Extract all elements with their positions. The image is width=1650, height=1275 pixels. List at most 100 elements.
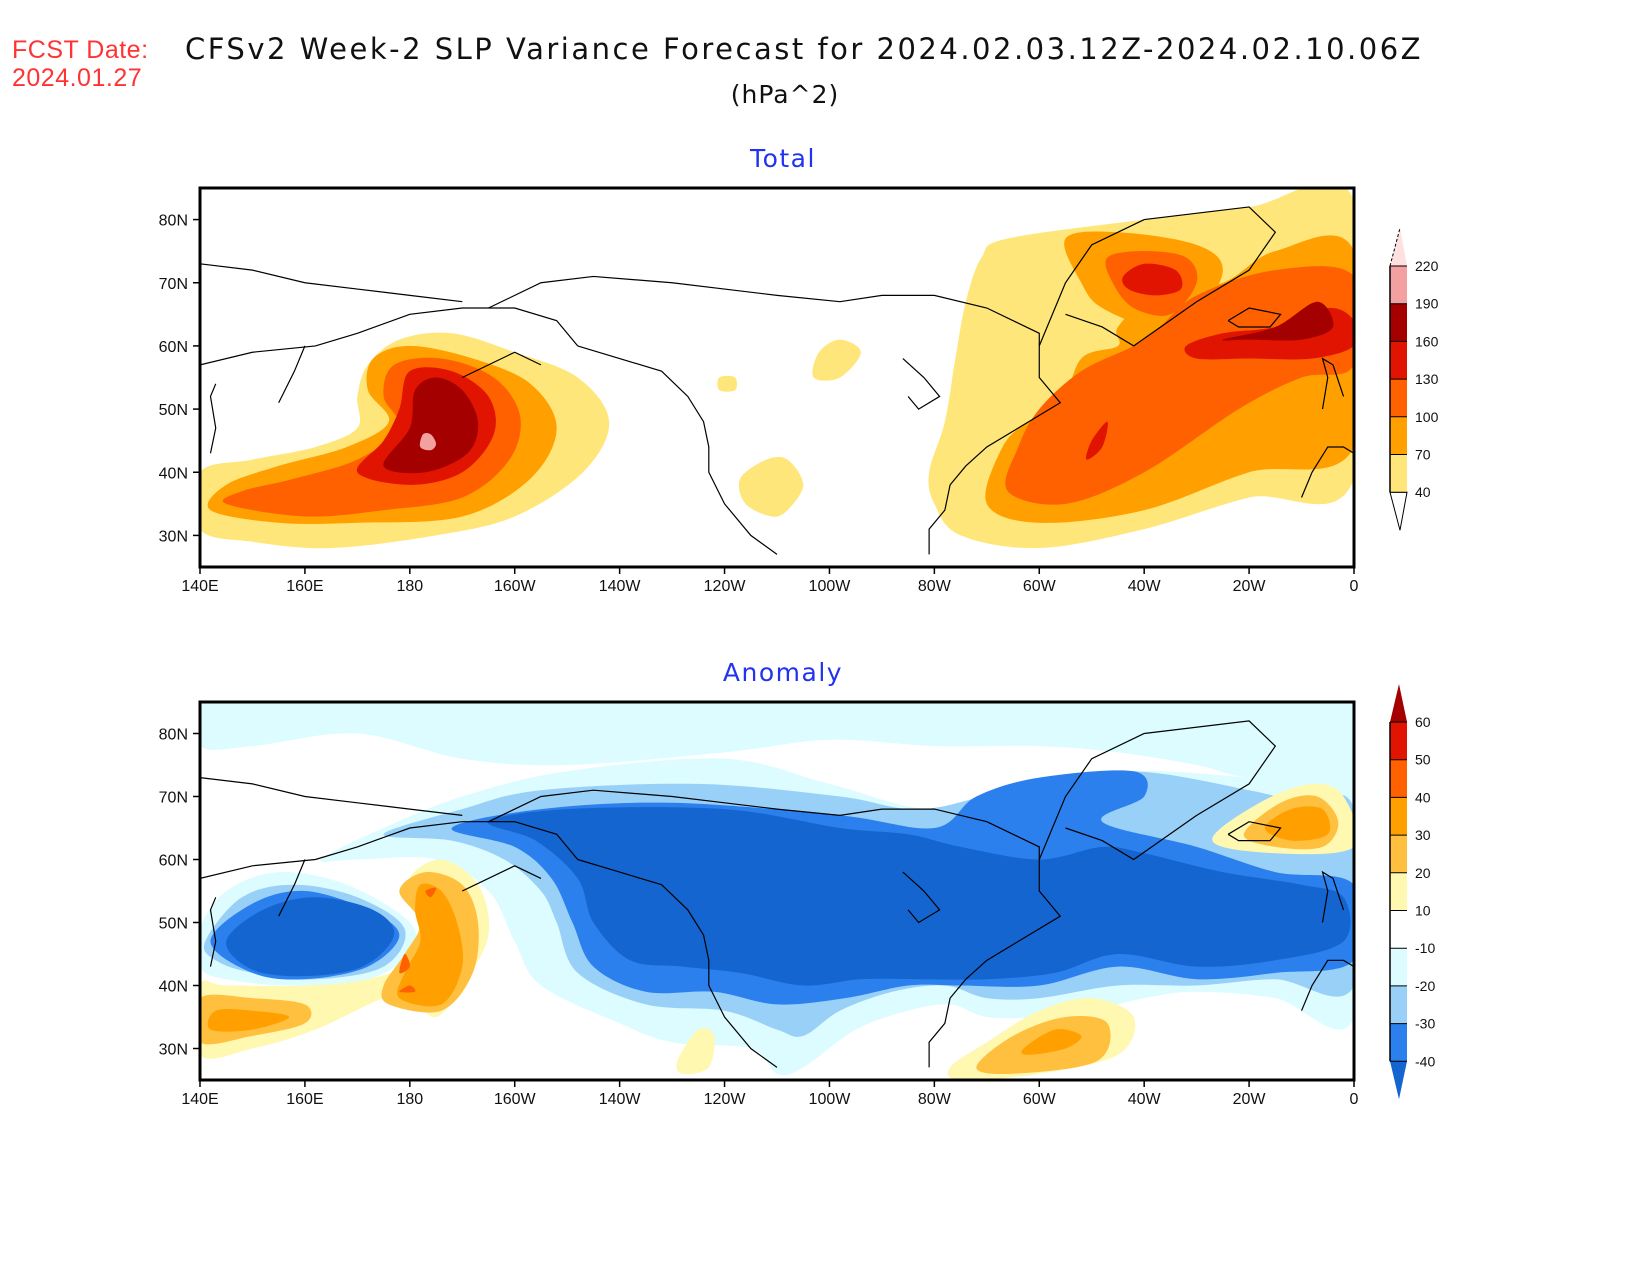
coastline [902, 871, 941, 924]
units-label-wrap: (hPa^2) [0, 80, 1650, 109]
contour-region-uk-pos30 [1264, 806, 1331, 841]
x-tick-label: 160W [494, 578, 537, 595]
colorbar-edge [1389, 227, 1401, 267]
colorbar-label: -10 [1415, 940, 1435, 956]
contour-region-canada-40 [812, 339, 861, 381]
colorbar-label: -40 [1415, 1053, 1435, 1069]
colorbar-label: 60 [1415, 714, 1431, 730]
colorbar-swatch [1390, 797, 1407, 836]
y-tick-label: 80N [159, 213, 188, 230]
x-tick-label: 100W [809, 578, 852, 595]
contour-region-dateline-pos40b [399, 953, 410, 974]
y-tick-label: 40N [159, 465, 188, 482]
coastline [488, 275, 1062, 555]
colorbar-upper-extension [1390, 228, 1407, 266]
coastline [278, 859, 306, 917]
coastline [902, 358, 941, 410]
coastline [200, 777, 463, 816]
colorbar-lower-extension [1390, 1061, 1407, 1100]
coastline [1321, 357, 1345, 410]
contour-region-greenland-130 [1122, 263, 1183, 296]
colorbar-swatch [1390, 872, 1407, 911]
x-tick-label: 40W [1128, 578, 1162, 595]
x-tick-label: 140E [181, 578, 218, 595]
contour-region-main-40 [488, 807, 1351, 986]
contour-region-sea-130 [1086, 421, 1108, 460]
contour-fill-layer [200, 702, 1354, 1080]
forecast-date-block: FCST Date: 2024.01.27 [12, 36, 149, 92]
map-frame [198, 700, 1356, 1082]
x-tick-label: 20W [1233, 578, 1267, 595]
panel-title-total: Total [750, 144, 816, 173]
chart-title: CFSv2 Week-2 SLP Variance Forecast for 2… [185, 32, 1424, 66]
colorbar-swatch [1390, 454, 1407, 493]
coastline [488, 789, 1062, 1068]
contour-region-pacific-190 [419, 432, 437, 451]
x-tick-label: 180 [396, 578, 423, 595]
x-tick-label: 120W [704, 578, 747, 595]
coastline-layer [200, 206, 1354, 555]
y-tick-label: 80N [159, 727, 188, 744]
colorbar-label: 70 [1415, 447, 1431, 463]
colorbar-label: 40 [1415, 789, 1431, 805]
coastline [577, 345, 778, 555]
colorbar-swatch [1390, 1023, 1407, 1062]
colorbar-label: 10 [1415, 903, 1431, 919]
y-tick-label: 60N [159, 853, 188, 870]
contour-region-dateline-pos40a [425, 887, 437, 898]
panel-title-anomaly: Anomaly [722, 658, 844, 687]
colorbar-label: -20 [1415, 978, 1435, 994]
coastline [200, 263, 463, 303]
colorbar-swatch [1390, 835, 1407, 873]
coastline [200, 821, 579, 879]
y-tick-label: 30N [159, 1042, 188, 1059]
colorbar-label: 100 [1415, 409, 1439, 425]
coastline [1300, 446, 1354, 498]
anomaly-map-panel: 140E 160E 180 160W 140W 120W 100W 80W 60W 40W 20W 0… [159, 684, 1435, 1108]
colorbar-swatch [1390, 266, 1407, 304]
colorbar-label: -30 [1415, 1016, 1435, 1032]
y-tick-label: 70N [159, 790, 188, 807]
x-tick-label: 80W [918, 1091, 952, 1108]
map-frame [198, 186, 1356, 569]
colorbar-label: 130 [1415, 371, 1439, 387]
colorbar-swatch [1390, 948, 1407, 986]
coastline [1300, 959, 1354, 1011]
x-tick-label: 60W [1023, 578, 1057, 595]
x-tick-label: 160W [494, 1091, 537, 1108]
contour-region-arctic-10 [200, 702, 1354, 789]
contour-region-subtrop-pos10 [676, 1027, 715, 1075]
x-tick-label: 20W [1233, 1091, 1267, 1108]
x-tick-label: 40W [1128, 1091, 1162, 1108]
x-tick-label: 0 [1350, 1091, 1359, 1108]
coastline [1227, 307, 1282, 328]
colorbar-label: 30 [1415, 827, 1431, 843]
colorbar: 40 70 100 130 160 190 220 [1389, 227, 1439, 531]
coastline [462, 865, 542, 892]
colorbar-label: 40 [1415, 484, 1431, 500]
coastline [577, 858, 778, 1068]
colorbar-swatch [1390, 759, 1407, 798]
x-tick-label: 0 [1350, 578, 1359, 595]
coastline [209, 897, 217, 967]
coastline [209, 383, 217, 454]
colorbar-label: 220 [1415, 258, 1439, 274]
coastline-layer [200, 720, 1354, 1068]
colorbar-swatch [1390, 416, 1407, 455]
colorbar-swatch [1390, 910, 1407, 949]
x-tick-label: 60W [1023, 1091, 1057, 1108]
contour-region-iceland-160 [1222, 301, 1334, 341]
x-tick-label: 80W [918, 578, 952, 595]
colorbar-upper-extension [1390, 684, 1407, 722]
contour-region-alberta-40 [717, 375, 738, 392]
x-tick-label: 140W [599, 1091, 642, 1108]
colorbar-label: 160 [1415, 333, 1439, 349]
coastline [1038, 206, 1277, 347]
total-map-panel: 140E 160E 180 160W 140W 120W 100W 80W 60W 40W 20W 0… [159, 186, 1439, 595]
colorbar-swatch [1390, 379, 1407, 417]
coastline [1038, 720, 1277, 861]
colorbar: 60 50 40 30 20 10 -10 -20 -30 -40 [1389, 684, 1435, 1100]
x-tick-label: 160E [286, 578, 323, 595]
x-tick-label: 140W [599, 578, 642, 595]
forecast-date-label: FCST Date: [12, 36, 149, 64]
